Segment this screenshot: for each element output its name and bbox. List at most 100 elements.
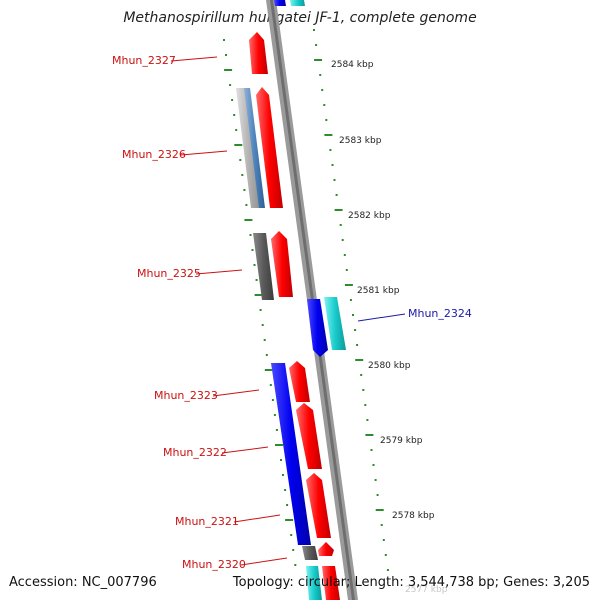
tick-dot [286, 504, 289, 506]
kbp-tick-label: 2579 kbp [380, 436, 423, 446]
tick-dot [259, 309, 262, 311]
tick-dot [372, 464, 375, 466]
tick-dash [264, 369, 273, 371]
gene-label-mhun-2325[interactable]: Mhun_2325 [137, 267, 201, 280]
tick-dot [360, 374, 363, 376]
gene-label-mhun-2322[interactable]: Mhun_2322 [163, 446, 227, 459]
tick-dot [370, 449, 373, 451]
gene-label-mhun-2323[interactable]: Mhun_2323 [154, 389, 218, 402]
tick-dot [271, 399, 274, 401]
tick-dash [334, 209, 343, 211]
gene-features[interactable] [236, 0, 346, 600]
gene-feature[interactable] [274, 0, 305, 6]
gene-feature-mhun-2325[interactable] [253, 231, 293, 300]
gene-feature-mhun-2324[interactable] [307, 297, 346, 357]
tick-dash [355, 359, 364, 361]
tick-dot [313, 29, 315, 31]
tick-dot [290, 534, 293, 536]
tick-dash [224, 69, 233, 71]
tick-dot [263, 339, 266, 341]
leader-line [170, 56, 218, 62]
tick-dot [253, 264, 256, 266]
tick-dot [245, 204, 248, 206]
tick-dot [329, 149, 332, 151]
gene-label-mhun-2324[interactable]: Mhun_2324 [408, 307, 472, 320]
gene-feature-mhun-2321[interactable] [306, 473, 331, 538]
tick-dot [294, 564, 297, 566]
kbp-tick-label: 2582 kbp [348, 211, 391, 221]
tick-dot [275, 429, 278, 431]
tick-dot [265, 354, 268, 356]
tick-dot [384, 554, 387, 556]
tick-dot [386, 569, 389, 571]
tick-dot [223, 39, 225, 41]
leader-line [195, 269, 243, 275]
tick-dot [319, 74, 322, 76]
leader-line [357, 313, 406, 322]
gene-feature-mhun-2320[interactable] [302, 542, 340, 600]
leader-line [212, 389, 260, 397]
tick-dash [285, 519, 294, 521]
tick-dot [233, 114, 236, 116]
leader-line [221, 446, 269, 454]
gene-label-mhun-2326[interactable]: Mhun_2326 [122, 148, 186, 161]
gene-label-mhun-2320[interactable]: Mhun_2320 [182, 558, 246, 571]
tick-dots [223, 29, 389, 571]
tick-dot [374, 479, 377, 481]
tick-dot [362, 389, 365, 391]
accession-text: Accession: NC_007796 [9, 575, 157, 590]
gene-labels[interactable]: Mhun_2327 Mhun_2326 Mhun_2325 Mhun_2324 … [112, 54, 472, 571]
kbp-tick-label: 2581 kbp [357, 286, 400, 296]
tick-dot [255, 279, 258, 281]
tick-dot [364, 404, 367, 406]
kbp-tick-label: 2583 kbp [339, 136, 382, 146]
tick-dot [284, 489, 287, 491]
tick-dot [231, 99, 234, 101]
tick-dash [244, 219, 253, 221]
topology-summary: Topology: circular; Length: 3,544,738 bp… [232, 575, 590, 590]
tick-dot [261, 324, 264, 326]
tick-dot [243, 189, 246, 191]
tick-dot [331, 164, 334, 166]
kbp-tick-label: 2577 kbp [405, 585, 448, 595]
tick-dot [356, 344, 359, 346]
tick-dot [343, 254, 346, 256]
tick-dot [376, 494, 379, 496]
gene-feature-mhun-2323[interactable] [289, 361, 310, 402]
tick-dot [235, 129, 238, 131]
tick-dash [324, 134, 333, 136]
tick-dash [365, 434, 374, 436]
tick-dot [366, 419, 369, 421]
tick-dot [251, 249, 254, 251]
tick-dot [354, 329, 357, 331]
gene-label-mhun-2327[interactable]: Mhun_2327 [112, 54, 176, 67]
gene-feature-blue-run[interactable] [271, 363, 311, 545]
tick-dot [280, 459, 282, 461]
tick-dot [273, 414, 276, 416]
gene-feature-mhun-2322[interactable] [296, 403, 322, 469]
tick-dot [292, 549, 295, 551]
kbp-ticks: 2584 kbp 2583 kbp 2582 kbp 2581 kbp 2580… [331, 60, 448, 595]
gene-label-mhun-2321[interactable]: Mhun_2321 [175, 515, 239, 528]
kbp-tick-label: 2578 kbp [392, 511, 435, 521]
tick-dash [254, 294, 263, 296]
tick-dash [234, 144, 243, 146]
tick-dot [269, 384, 272, 386]
tick-dash [275, 444, 283, 446]
leader-line [233, 514, 281, 523]
tick-dot [339, 224, 342, 226]
kbp-tick-label: 2584 kbp [331, 60, 374, 70]
tick-dot [349, 299, 352, 301]
tick-dot [352, 314, 354, 316]
tick-dashes [224, 59, 384, 521]
gene-feature-mhun-2327[interactable] [249, 32, 268, 74]
tick-dot [239, 159, 242, 161]
tick-dash [344, 284, 353, 286]
tick-dot [229, 84, 232, 86]
gene-feature-mhun-2326[interactable] [236, 87, 283, 208]
tick-dash [314, 59, 323, 61]
tick-dot [345, 269, 348, 271]
leader-line [180, 150, 228, 156]
tick-dot [241, 174, 244, 176]
